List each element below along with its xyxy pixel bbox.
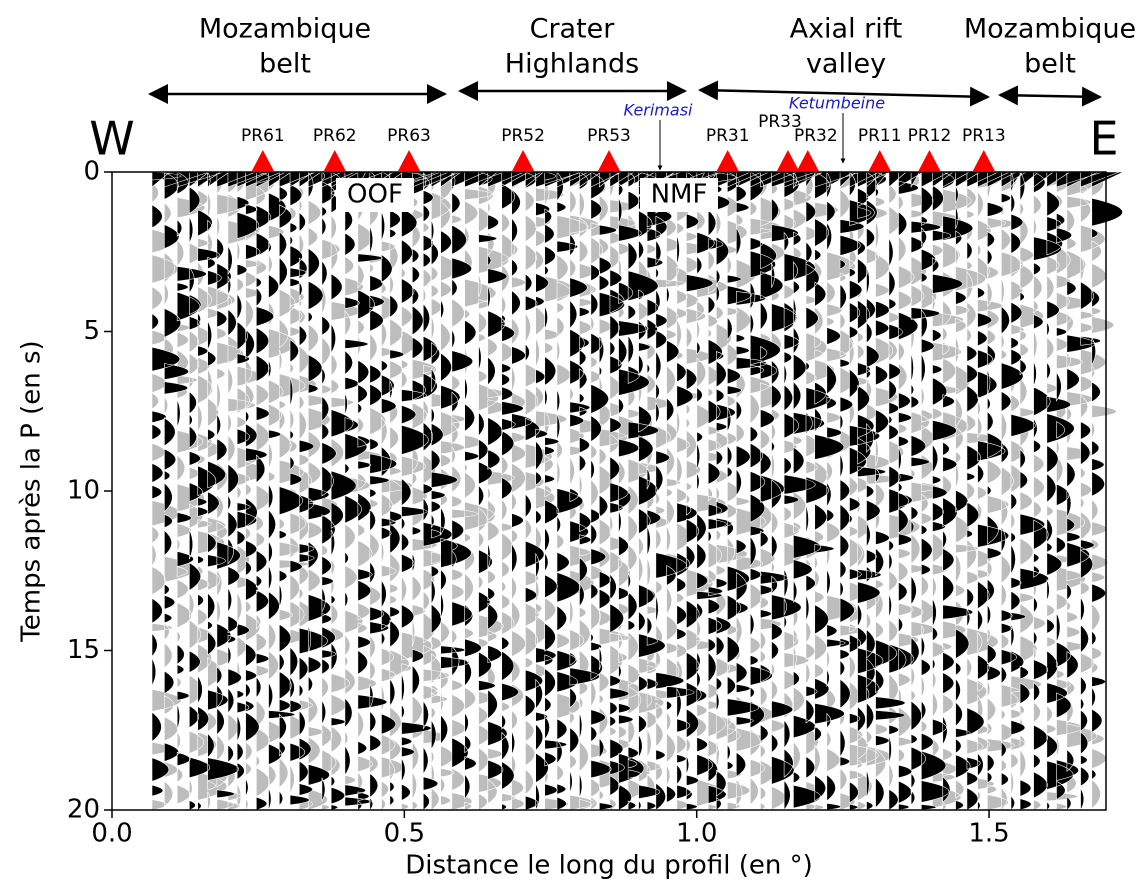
volcano-label: Kerimasi [624, 101, 694, 120]
region-label: belt [1024, 49, 1076, 80]
station-label: PR11 [858, 126, 902, 146]
y-tick-label: 5 [83, 316, 100, 346]
region-label: belt [259, 49, 311, 80]
station-marker [512, 150, 535, 171]
station-label: PR52 [501, 126, 545, 146]
station-label: PR63 [387, 126, 431, 146]
station-label: PR53 [587, 126, 631, 146]
region-label: Crater [530, 14, 616, 45]
station-marker [398, 150, 421, 171]
station-label: PR31 [706, 126, 750, 146]
station-marker [796, 150, 819, 171]
x-tick-label: 1.0 [676, 819, 717, 849]
station-label: PR33 [758, 112, 802, 132]
y-tick-label: 0 [83, 157, 100, 187]
station-marker [716, 150, 739, 171]
y-tick-label: 10 [67, 476, 100, 506]
station-marker [251, 150, 274, 171]
volcano-arrows [657, 113, 846, 171]
station-marker [972, 150, 995, 171]
trace-texture [151, 170, 1124, 812]
station-marker [776, 150, 799, 171]
y-tick-label: 15 [67, 635, 100, 665]
west-label: W [89, 112, 134, 166]
station-marker [918, 150, 941, 171]
region-label: valley [806, 49, 886, 80]
x-axis-label: Distance le long du profil (en °) [405, 851, 812, 881]
volcano-label: Ketumbeine [789, 94, 885, 113]
station-label: PR62 [313, 126, 357, 146]
x-tick-label: 0.5 [384, 819, 425, 849]
fault-label: NMF [651, 180, 708, 210]
east-label: E [1089, 112, 1118, 166]
region-label: Mozambique [964, 14, 1136, 45]
station-marker [868, 150, 891, 171]
region-arrows [148, 80, 1102, 107]
y-tick-label: 20 [67, 795, 100, 825]
station-marker [323, 150, 346, 171]
station-label: PR32 [794, 126, 838, 146]
region-label: Highlands [505, 49, 639, 80]
fault-box [640, 178, 718, 212]
trace-fill-black [151, 170, 1124, 812]
y-axis-label: Temps après la P (en s) [17, 340, 47, 642]
region-label: Mozambique [199, 14, 371, 45]
station-label: PR13 [962, 126, 1006, 146]
region-label: Axial rift [790, 14, 903, 45]
x-tick-label: 0.0 [91, 819, 132, 849]
station-marker [598, 150, 620, 171]
fault-box [336, 178, 414, 212]
fault-label: OOF [347, 180, 403, 210]
x-tick-label: 1.5 [968, 819, 1009, 849]
station-label: PR61 [241, 126, 285, 146]
station-label: PR12 [908, 126, 952, 146]
